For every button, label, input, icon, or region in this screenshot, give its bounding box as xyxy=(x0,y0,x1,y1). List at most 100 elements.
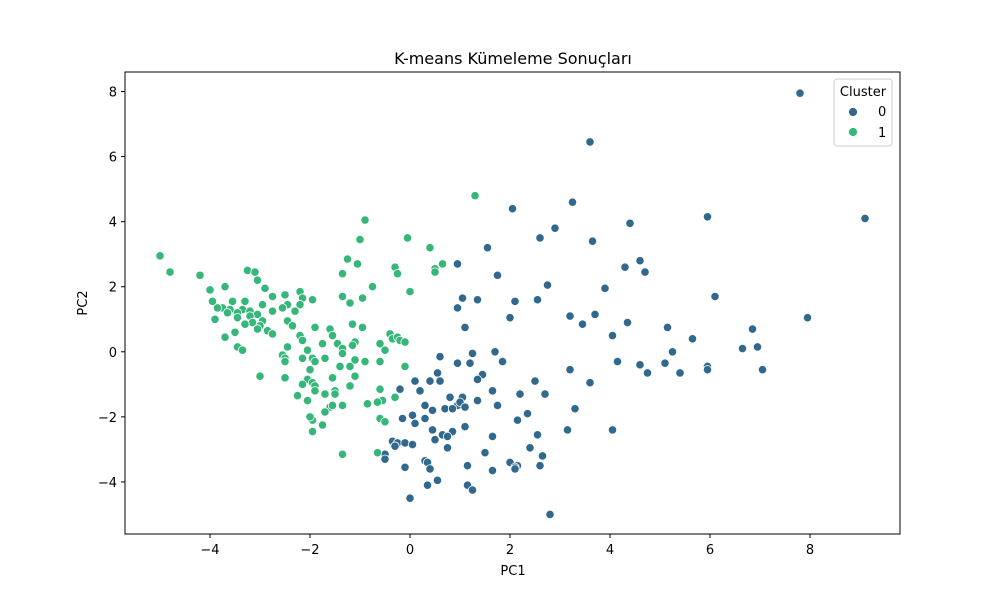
data-point-cluster-1 xyxy=(392,269,403,279)
data-point-cluster-0 xyxy=(710,291,720,302)
data-point-cluster-1 xyxy=(305,412,315,422)
data-point-cluster-0 xyxy=(635,360,645,370)
data-point-cluster-1 xyxy=(372,397,383,407)
data-point-cluster-1 xyxy=(210,314,220,324)
data-point-cluster-0 xyxy=(702,365,713,375)
data-point-cluster-0 xyxy=(480,448,490,458)
data-point-cluster-0 xyxy=(467,348,478,359)
x-tick-label: −4 xyxy=(200,543,219,558)
x-tick-label: 2 xyxy=(506,543,514,558)
data-point-cluster-0 xyxy=(622,317,633,328)
data-point-cluster-1 xyxy=(287,321,298,331)
x-tick-label: 8 xyxy=(806,543,814,558)
data-point-cluster-0 xyxy=(667,347,678,357)
data-point-cluster-0 xyxy=(487,431,498,441)
legend-label-cluster-1: 1 xyxy=(878,126,886,141)
data-point-cluster-0 xyxy=(515,389,525,399)
data-point-cluster-1 xyxy=(267,306,278,316)
data-point-cluster-1 xyxy=(250,267,260,277)
data-point-cluster-1 xyxy=(155,251,165,261)
data-point-cluster-0 xyxy=(590,309,600,319)
data-point-cluster-1 xyxy=(327,373,338,383)
data-point-cluster-0 xyxy=(612,356,623,367)
data-point-cluster-1 xyxy=(337,291,348,302)
data-point-cluster-1 xyxy=(220,332,230,342)
data-point-cluster-1 xyxy=(362,399,373,409)
data-point-cluster-1 xyxy=(205,285,215,295)
chart-title: K-means Kümeleme Sonuçları xyxy=(394,49,632,68)
data-point-cluster-0 xyxy=(530,376,540,386)
legend-title: Cluster xyxy=(840,85,887,100)
data-point-cluster-0 xyxy=(510,464,520,474)
data-point-cluster-1 xyxy=(260,283,270,293)
data-point-cluster-1 xyxy=(280,290,290,300)
data-point-cluster-0 xyxy=(442,431,453,441)
legend-marker-cluster-0 xyxy=(848,107,858,117)
data-point-cluster-0 xyxy=(442,443,453,453)
data-point-cluster-0 xyxy=(490,347,500,357)
data-point-cluster-1 xyxy=(302,345,313,355)
data-point-cluster-0 xyxy=(457,293,468,303)
data-point-cluster-1 xyxy=(350,355,360,365)
data-point-cluster-1 xyxy=(345,298,355,308)
data-point-cluster-1 xyxy=(290,306,300,316)
data-point-cluster-1 xyxy=(232,313,243,323)
data-point-cluster-1 xyxy=(367,282,378,292)
data-point-cluster-0 xyxy=(492,270,503,280)
data-point-cluster-1 xyxy=(430,267,440,277)
data-point-cluster-1 xyxy=(212,303,223,313)
data-point-cluster-0 xyxy=(607,330,618,341)
data-point-cluster-0 xyxy=(585,137,595,147)
y-tick-label: 6 xyxy=(109,151,117,166)
data-point-cluster-1 xyxy=(360,215,370,225)
data-point-cluster-1 xyxy=(470,191,480,201)
points-layer xyxy=(155,88,870,520)
legend-label-cluster-0: 0 xyxy=(878,105,886,120)
data-point-cluster-0 xyxy=(522,409,533,419)
data-point-cluster-0 xyxy=(642,368,653,378)
data-point-cluster-0 xyxy=(452,259,463,269)
data-point-cluster-0 xyxy=(562,425,573,435)
data-point-cluster-1 xyxy=(252,275,263,285)
data-point-cluster-0 xyxy=(472,374,483,385)
data-point-cluster-1 xyxy=(360,356,370,367)
data-point-cluster-0 xyxy=(567,197,578,207)
plot-area xyxy=(124,71,901,535)
data-point-cluster-1 xyxy=(207,296,218,306)
data-point-cluster-0 xyxy=(400,462,410,472)
data-point-cluster-0 xyxy=(497,356,508,367)
data-point-cluster-1 xyxy=(242,265,253,276)
data-point-cluster-0 xyxy=(452,358,463,368)
data-point-cluster-1 xyxy=(255,371,265,381)
data-point-cluster-0 xyxy=(397,413,408,424)
data-point-cluster-0 xyxy=(487,386,498,396)
data-point-cluster-1 xyxy=(342,254,353,264)
data-point-cluster-0 xyxy=(460,402,470,412)
data-point-cluster-0 xyxy=(447,404,458,414)
data-point-cluster-1 xyxy=(320,407,330,417)
data-point-cluster-0 xyxy=(445,392,455,402)
data-point-cluster-1 xyxy=(305,365,315,375)
data-point-cluster-0 xyxy=(410,418,420,428)
data-point-cluster-1 xyxy=(310,386,320,396)
data-point-cluster-0 xyxy=(550,223,560,233)
data-point-cluster-1 xyxy=(295,300,305,310)
data-point-cluster-1 xyxy=(405,287,415,297)
y-axis-label: PC2 xyxy=(76,290,91,315)
data-point-cluster-0 xyxy=(757,365,768,375)
data-point-cluster-1 xyxy=(222,308,233,318)
data-point-cluster-0 xyxy=(395,384,405,394)
data-point-cluster-1 xyxy=(240,319,250,329)
data-point-cluster-1 xyxy=(372,448,383,458)
data-point-cluster-0 xyxy=(430,435,440,445)
data-point-cluster-0 xyxy=(795,88,805,98)
data-point-cluster-0 xyxy=(435,376,445,386)
data-point-cluster-0 xyxy=(425,376,435,386)
data-point-cluster-1 xyxy=(252,324,263,334)
data-point-cluster-1 xyxy=(297,353,308,363)
data-point-cluster-1 xyxy=(320,389,330,399)
data-point-cluster-1 xyxy=(337,348,348,359)
data-point-cluster-1 xyxy=(437,259,448,269)
data-point-cluster-1 xyxy=(307,426,318,437)
